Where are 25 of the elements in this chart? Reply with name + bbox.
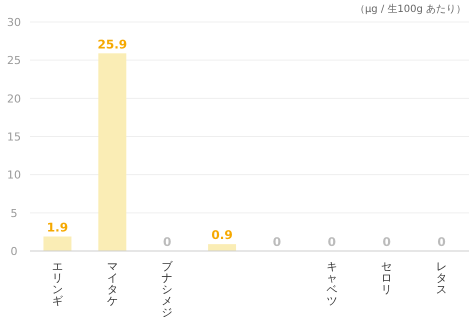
data-label: 0.9: [211, 228, 233, 242]
data-label: 0: [272, 235, 282, 249]
y-tick-label: 5: [10, 206, 18, 220]
y-tick-label: 10: [7, 168, 21, 182]
y-tick-label: 25: [7, 54, 21, 68]
data-label: 0: [328, 235, 336, 249]
data-label: 0: [163, 235, 172, 249]
bar: [98, 53, 126, 251]
x-tick-label: マイタケ: [106, 260, 118, 308]
y-tick-label: 15: [7, 130, 21, 144]
x-tick-label: キャベツ: [326, 260, 338, 308]
bar: [43, 236, 72, 251]
x-tick-label: エリンギ: [52, 260, 63, 308]
text: （μg / 生100g あたり）: [354, 3, 466, 15]
data-label: 25.9: [98, 37, 128, 52]
x-tick-label: セロリ: [381, 260, 392, 296]
data-label: 1.9: [46, 220, 68, 234]
data-label: 0: [437, 235, 446, 249]
x-tick-label: ブナシメジ: [162, 260, 174, 319]
bar: [208, 244, 236, 251]
y-tick-label: 20: [7, 92, 21, 106]
y-tick-label: 0: [10, 245, 18, 258]
x-tick-label: レタス: [436, 260, 448, 296]
data-label: 0: [382, 235, 391, 249]
y-tick-label: 30: [7, 16, 21, 29]
